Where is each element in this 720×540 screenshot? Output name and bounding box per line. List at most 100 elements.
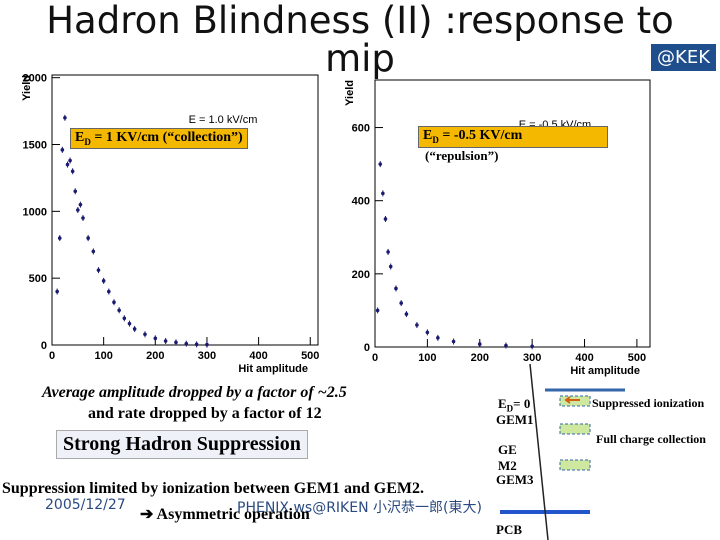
text: Average amplitude dropped by a factor of… [42, 384, 347, 401]
y-tick-label: 200 [352, 269, 370, 281]
point [530, 344, 534, 349]
point [70, 169, 75, 174]
point [96, 268, 101, 272]
track [529, 363, 549, 540]
point [451, 339, 456, 344]
point [174, 340, 178, 345]
y-axis-label: Yield [21, 75, 33, 101]
x-tick-label: 0 [49, 350, 55, 362]
date: 2005/12/27 [45, 497, 126, 513]
x-tick-label: 400 [249, 350, 267, 362]
point [60, 148, 65, 152]
point [117, 308, 121, 313]
point [399, 301, 403, 305]
point [415, 323, 419, 327]
point [76, 208, 80, 212]
point [132, 327, 137, 331]
arrow [564, 396, 580, 404]
point [91, 249, 96, 254]
gem-layer [559, 423, 591, 435]
gem-diagram [500, 363, 625, 540]
label: E [423, 128, 433, 143]
point [78, 202, 83, 207]
point [184, 341, 189, 346]
point [383, 217, 388, 221]
label: = 0 [513, 396, 531, 411]
title: Hadron Blindness (II) :response to mip [46, 0, 674, 80]
badge: @KEK [651, 44, 716, 71]
point [388, 264, 393, 269]
point [425, 330, 430, 335]
point [205, 342, 209, 347]
label: Suppressed ionization [592, 396, 705, 410]
x-tick-label: 300 [523, 352, 541, 364]
overlay-box: ED = 1 KV/cm (“collection”) [70, 128, 248, 149]
point [404, 312, 409, 316]
point [477, 342, 482, 346]
point [378, 162, 383, 166]
label: PCB [496, 522, 522, 537]
point [122, 316, 127, 321]
point [375, 308, 380, 313]
point [381, 191, 385, 196]
point [436, 336, 440, 340]
label: = -0.5 KV/cm [438, 128, 523, 143]
label: = 1 KV/cm (“collection”) [90, 130, 243, 145]
x-tick-label: 300 [198, 350, 216, 362]
point [163, 339, 168, 343]
point [194, 342, 199, 347]
y-tick-label: 600 [352, 123, 370, 135]
label: D [84, 136, 91, 147]
y-tick-label: 1000 [23, 206, 47, 218]
y-axis-label: Yield [344, 80, 356, 106]
x-tick-label: 400 [575, 352, 593, 364]
annotation: E = 1.0 kV/cm [189, 114, 258, 126]
label: ED= 0 [498, 396, 530, 414]
y-tick-label: 400 [352, 196, 370, 208]
gem-layer [559, 459, 591, 471]
point [153, 336, 158, 341]
y-tick-label: 0 [41, 340, 47, 352]
x-axis-label: Hit amplitude [570, 365, 640, 377]
label: D [506, 403, 514, 414]
x-tick-label: 200 [146, 350, 164, 362]
y-tick-label: 500 [29, 273, 47, 285]
point [394, 286, 398, 291]
label: (“repulsion”) [425, 148, 499, 163]
label: GEM1 [496, 412, 534, 427]
y-tick-label: 2000 [23, 73, 47, 85]
point [127, 321, 132, 326]
plot-frame [374, 79, 651, 348]
text: Suppression limited by ionization betwee… [2, 480, 424, 497]
headline: Strong Hadron Suppression [56, 430, 308, 459]
text: ➔ Asymmetric operation [140, 506, 310, 523]
label: D [432, 134, 439, 145]
text: and rate dropped by a factor of 12 [88, 405, 322, 422]
point [143, 332, 147, 337]
x-tick-label: 100 [94, 350, 112, 362]
y-tick-label: 0 [364, 342, 370, 354]
text: Asymmetric operation [156, 506, 310, 523]
plot-frame [51, 74, 319, 346]
point [101, 279, 106, 283]
x-tick-label: 0 [372, 352, 378, 364]
label: M2 [498, 458, 517, 473]
point [81, 216, 85, 220]
point [55, 289, 59, 294]
x-tick-label: 500 [301, 350, 319, 362]
point [504, 343, 508, 348]
overlay-box: ED = -0.5 KV/cm [418, 126, 608, 148]
point [57, 236, 62, 240]
label: E [75, 130, 85, 145]
label: E [498, 396, 507, 411]
point [107, 289, 111, 294]
label: GE [498, 442, 517, 457]
point [63, 115, 67, 120]
x-tick-label: 100 [418, 352, 436, 364]
point [86, 236, 90, 240]
label: Full charge collection [596, 432, 706, 446]
y-tick-label: 1500 [23, 140, 47, 152]
point [73, 189, 78, 194]
